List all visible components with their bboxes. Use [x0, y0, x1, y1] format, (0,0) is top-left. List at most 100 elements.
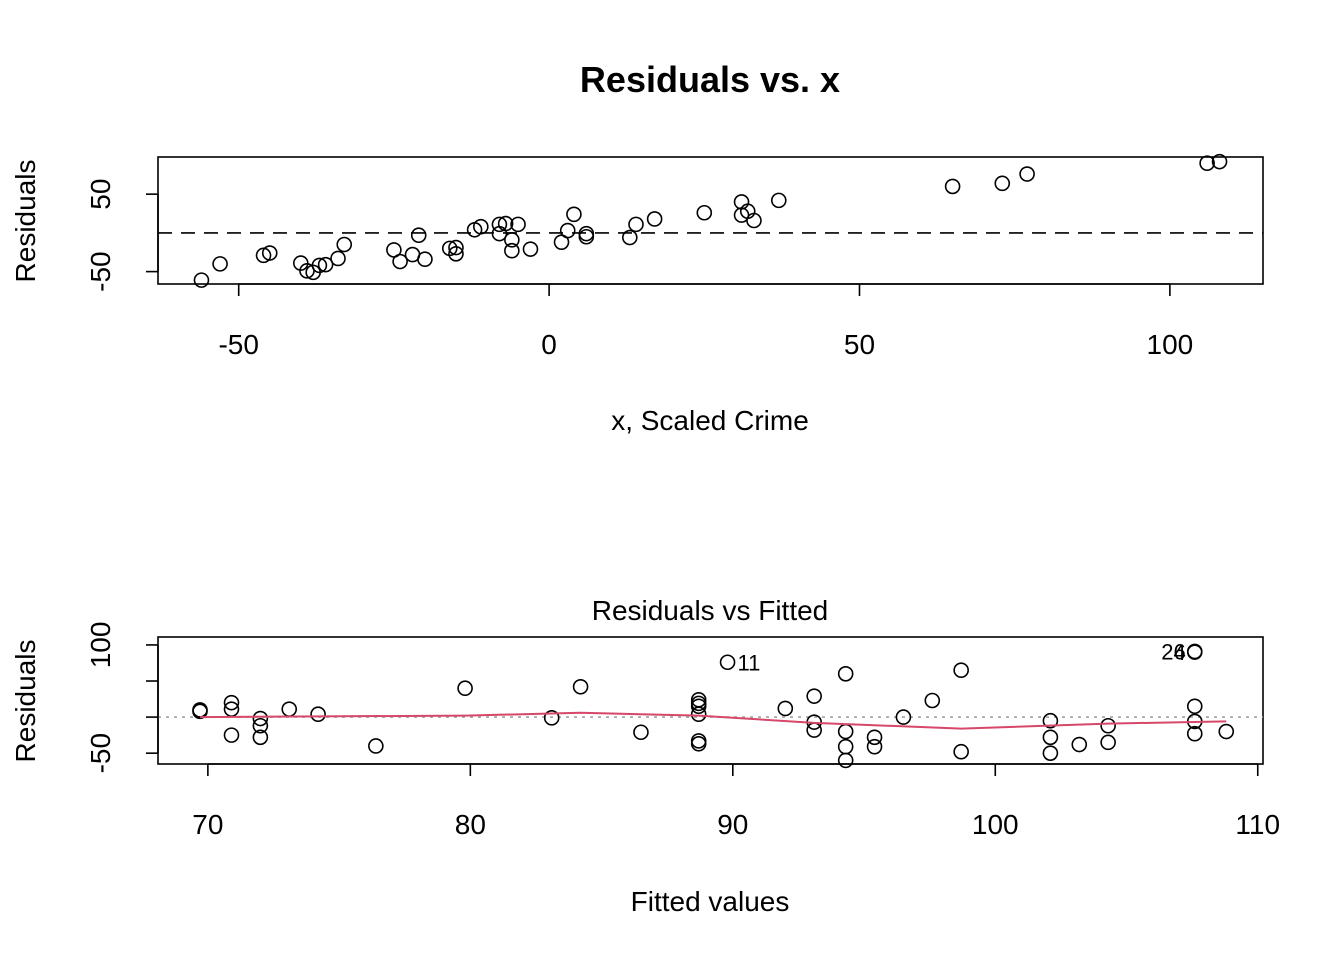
x-tick-label: 80 — [455, 809, 486, 840]
data-point — [837, 752, 854, 769]
panel-residuals-vs-x: Residuals vs. x -50 0 50 100 -50 50 x, Scale… — [10, 59, 1264, 436]
x-axis-label: x, Scaled Crime — [611, 405, 809, 436]
x-axis-ticks: -50 0 50 100 — [218, 283, 1193, 360]
data-point — [392, 253, 408, 270]
data-point — [1042, 712, 1059, 729]
data-point — [806, 688, 822, 704]
data-point — [1042, 745, 1059, 761]
data-point — [410, 227, 427, 244]
data-point — [566, 206, 582, 223]
data-point — [504, 232, 520, 248]
panel-residuals-vs-fitted: Residuals vs Fitted 70 80 90 100 110 -50100 … — [10, 595, 1280, 917]
data-point — [417, 251, 433, 268]
data-point — [311, 257, 328, 274]
data-point — [261, 245, 278, 261]
data-point — [1186, 698, 1203, 715]
x-tick-label: 50 — [844, 329, 875, 360]
data-point — [252, 729, 269, 746]
smooth-line — [199, 711, 1227, 730]
plot-frame — [157, 636, 1264, 765]
data-point — [223, 727, 240, 743]
data-points — [193, 153, 1228, 288]
data-point — [806, 722, 822, 738]
data-point — [895, 709, 912, 725]
data-point — [491, 216, 508, 233]
data-point — [953, 662, 969, 678]
data-point — [448, 245, 464, 262]
data-point — [368, 738, 384, 754]
data-point — [719, 654, 736, 671]
data-point — [953, 743, 969, 760]
y-tick-label: -50 — [85, 733, 116, 773]
data-point — [473, 218, 489, 235]
chart-title: Residuals vs. x — [580, 59, 840, 100]
data-point — [837, 723, 854, 740]
x-axis-label: Fitted values — [631, 886, 790, 917]
data-point — [223, 694, 240, 711]
data-point — [837, 666, 854, 682]
data-point — [690, 735, 707, 752]
data-point — [504, 242, 520, 259]
y-axis-label: Residuals — [10, 640, 41, 763]
data-point — [330, 250, 346, 267]
data-point — [770, 192, 787, 209]
data-point — [777, 700, 794, 717]
data-point — [336, 236, 353, 253]
point-annotations: 11 264 — [738, 639, 1186, 675]
x-tick-label: 90 — [717, 809, 748, 840]
data-point — [310, 706, 326, 723]
data-point — [1100, 717, 1116, 734]
data-point — [746, 212, 762, 229]
x-tick-label: -50 — [218, 329, 258, 360]
data-point — [457, 680, 473, 697]
y-axis-ticks: -50 50 — [85, 179, 159, 292]
data-point — [510, 216, 526, 233]
data-point — [578, 228, 595, 245]
data-point — [646, 211, 663, 227]
data-point — [212, 256, 228, 272]
data-point — [543, 710, 560, 726]
data-point — [628, 216, 644, 233]
x-tick-label: 0 — [541, 329, 557, 360]
x-tick-label: 110 — [1235, 809, 1280, 840]
data-point — [1042, 729, 1059, 746]
point-annotation: 11 — [738, 650, 761, 675]
data-point — [522, 241, 539, 257]
x-tick-label: 70 — [192, 809, 223, 840]
data-point — [690, 706, 707, 723]
data-point — [944, 178, 961, 195]
point-annotation: 4 — [1174, 640, 1186, 665]
y-tick-label: -50 — [85, 251, 116, 291]
data-points — [192, 643, 1235, 769]
y-axis-ticks: -50 100 — [85, 622, 159, 773]
data-point — [448, 239, 464, 256]
data-point — [317, 256, 334, 273]
data-point — [497, 215, 514, 232]
data-point — [193, 272, 210, 288]
data-point — [1071, 736, 1088, 753]
x-axis-ticks: 70 80 90 100 110 — [192, 763, 1280, 840]
data-point — [633, 724, 649, 741]
data-point — [690, 698, 707, 715]
data-point — [252, 710, 269, 727]
data-point — [1218, 723, 1235, 740]
data-point — [837, 738, 854, 755]
data-point — [866, 729, 883, 746]
data-point — [1211, 153, 1228, 170]
chart-title: Residuals vs Fitted — [592, 595, 829, 626]
x-tick-label: 100 — [972, 809, 1019, 840]
data-point — [559, 222, 576, 239]
data-point — [281, 701, 298, 717]
data-point — [572, 678, 589, 695]
data-point — [924, 692, 941, 709]
data-point — [1100, 734, 1116, 751]
data-point — [994, 175, 1011, 192]
data-point — [252, 717, 269, 734]
data-point — [866, 738, 883, 755]
y-axis-label: Residuals — [10, 160, 41, 283]
data-point — [192, 703, 208, 720]
data-point — [1186, 725, 1203, 742]
data-point — [1186, 644, 1203, 660]
plot-frame — [157, 156, 1264, 285]
